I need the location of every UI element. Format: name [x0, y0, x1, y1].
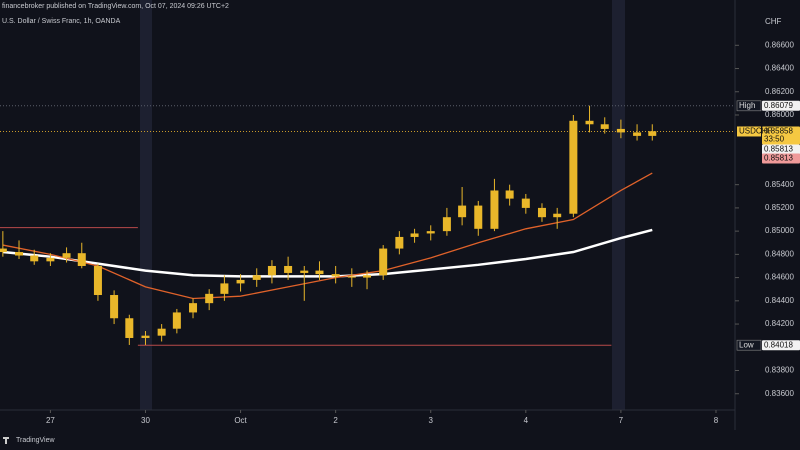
- price-tag-value: 0.86079: [764, 101, 793, 110]
- y-tick-label: 0.84800: [765, 249, 794, 258]
- candle-body: [442, 217, 451, 232]
- x-tick-label: 7: [619, 416, 624, 425]
- candle-body: [521, 198, 530, 208]
- price-tag: [762, 126, 800, 145]
- candle-body: [458, 205, 467, 218]
- y-tick-label: 0.84400: [765, 296, 794, 305]
- tag-label: USDCHF: [739, 127, 772, 136]
- candle-body: [236, 279, 245, 284]
- candle-body: [205, 293, 214, 304]
- candle-body: [30, 255, 39, 262]
- candle-body: [46, 257, 55, 262]
- countdown: 33:50: [764, 135, 785, 144]
- candle-body: [490, 190, 499, 229]
- x-tick-label: 4: [524, 416, 529, 425]
- x-tick-label: 30: [141, 416, 150, 425]
- tag-label: Low: [739, 340, 754, 349]
- candle-body: [633, 132, 642, 136]
- candle-body: [537, 207, 546, 218]
- candle-body: [648, 131, 657, 136]
- candle-body: [315, 270, 324, 275]
- x-tick-label: 3: [429, 416, 434, 425]
- candle-body: [77, 253, 86, 266]
- tag-label-box: [736, 339, 762, 351]
- candle-body: [616, 128, 625, 133]
- y-tick-label: 0.85000: [765, 226, 794, 235]
- y-tick-label: 0.86200: [765, 87, 794, 96]
- publisher: financebroker published on TradingView.c…: [2, 3, 229, 10]
- candle-body: [505, 190, 514, 199]
- y-tick-label: 0.84600: [765, 273, 794, 282]
- y-tick-label: 0.85400: [765, 180, 794, 189]
- candle-body: [267, 265, 276, 276]
- candle-body: [284, 265, 293, 273]
- candle-body: [141, 335, 150, 338]
- candle-body: [363, 275, 372, 278]
- candle-body: [379, 248, 388, 276]
- weekend-band: [140, 0, 152, 410]
- candle-body: [157, 328, 166, 336]
- candle-body: [426, 231, 435, 234]
- price-tag-value: 0.85813: [764, 154, 793, 163]
- tag-label-box: [737, 126, 761, 137]
- candle-body: [0, 248, 7, 253]
- candle-body: [15, 252, 24, 256]
- price-tag: [762, 144, 800, 155]
- candle-body: [410, 233, 419, 237]
- y-tick-label: 0.86000: [765, 110, 794, 119]
- price-tag-value: 0.84018: [764, 340, 793, 349]
- brand: TradingView: [16, 437, 55, 444]
- unit: CHF: [765, 17, 782, 26]
- x-tick-label: 8: [714, 416, 719, 425]
- price-tag-value: 0.85858: [764, 127, 793, 136]
- tag-label: High: [739, 101, 755, 110]
- candle-body: [600, 124, 609, 129]
- candle-body: [220, 283, 229, 294]
- price-tag: [762, 153, 800, 164]
- price-tag: [762, 340, 800, 351]
- candle-body: [252, 275, 261, 280]
- y-tick-label: 0.85200: [765, 203, 794, 212]
- candle-body: [300, 270, 309, 273]
- candle-body: [189, 303, 198, 313]
- x-tick-label: 2: [333, 416, 338, 425]
- candle-body: [395, 236, 404, 249]
- x-tick-label: Oct: [234, 416, 247, 425]
- candle-body: [474, 205, 483, 229]
- price-tag: [762, 100, 800, 111]
- candle-body: [585, 120, 594, 125]
- symbol: U.S. Dollar / Swiss Franc, 1h, OANDA: [2, 18, 121, 25]
- weekend-band: [612, 0, 625, 410]
- candle-body: [172, 312, 181, 329]
- tag-label-box: [736, 100, 762, 112]
- y-tick-label: 0.86600: [765, 40, 794, 49]
- candle-body: [93, 265, 102, 296]
- y-tick-label: 0.83600: [765, 389, 794, 398]
- x-tick-label: 27: [46, 416, 55, 425]
- candle-body: [125, 318, 134, 338]
- candle-body: [331, 274, 340, 277]
- y-tick-label: 0.86400: [765, 64, 794, 73]
- y-tick-label: 0.84200: [765, 319, 794, 328]
- candle-body: [569, 120, 578, 214]
- candle-body: [347, 276, 356, 278]
- y-tick-label: 0.83800: [765, 366, 794, 375]
- candle-body: [110, 295, 119, 319]
- brand-logo: [3, 437, 9, 444]
- price-tag-value: 0.85813: [764, 145, 793, 154]
- candle-body: [62, 253, 71, 258]
- candle-body: [553, 213, 562, 218]
